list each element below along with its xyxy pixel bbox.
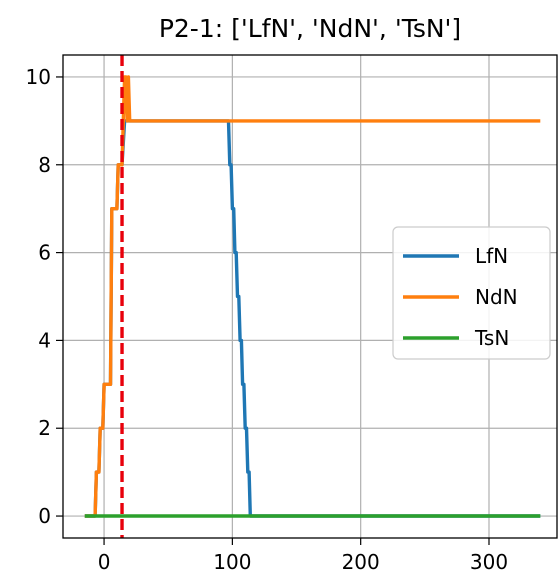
y-tick-label: 0: [38, 504, 51, 528]
x-tick-label: 100: [213, 550, 251, 574]
series-layer: [84, 75, 541, 518]
y-tick-label: 6: [38, 241, 51, 265]
legend-label-ndn: NdN: [475, 285, 518, 309]
legend-label-lfn: LfN: [475, 244, 508, 268]
y-tick-label: 2: [38, 416, 51, 440]
legend-box: [392, 226, 551, 360]
chart-title: P2-1: ['LfN', 'NdN', 'TsN']: [159, 14, 461, 43]
legend: LfN NdN TsN: [392, 226, 551, 360]
x-tick-label: 300: [470, 550, 508, 574]
x-tick-label: 0: [98, 550, 111, 574]
x-tick-label: 200: [342, 550, 380, 574]
y-tick-label: 10: [26, 65, 51, 89]
legend-label-tsn: TsN: [474, 326, 509, 350]
axis-ticks: 0 100 200 300 0 2 4 6 8 10: [26, 65, 509, 574]
plot-frame: [62, 54, 558, 539]
series-line-ndn: [84, 75, 541, 518]
y-tick-label: 4: [38, 328, 51, 352]
y-tick-label: 8: [38, 153, 51, 177]
